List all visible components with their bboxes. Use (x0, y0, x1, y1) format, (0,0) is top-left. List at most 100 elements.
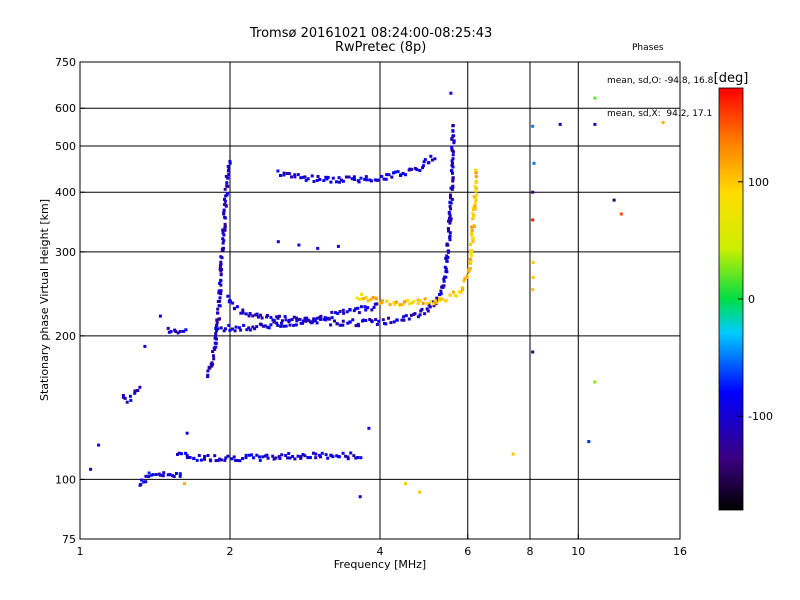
x-tick-label: 6 (464, 545, 471, 558)
data-point (292, 315, 296, 319)
data-point (531, 350, 535, 354)
data-point (301, 319, 305, 323)
data-point (471, 217, 475, 221)
data-point (350, 177, 354, 181)
data-point (447, 229, 450, 233)
data-point (184, 451, 188, 455)
data-point (255, 312, 259, 316)
data-point (399, 303, 402, 307)
data-point (432, 304, 436, 308)
data-point (368, 178, 372, 182)
data-point (473, 204, 477, 208)
data-point (359, 305, 363, 309)
data-point (178, 472, 182, 476)
data-point (315, 178, 319, 182)
data-point (440, 297, 444, 301)
data-point (364, 308, 368, 312)
data-point (348, 320, 352, 324)
data-point (286, 456, 290, 460)
data-point (208, 366, 212, 370)
data-point (448, 221, 452, 225)
data-point (449, 91, 453, 95)
data-point (305, 316, 309, 320)
data-point (215, 321, 219, 325)
data-point (192, 456, 196, 460)
data-point (176, 331, 180, 335)
data-point (471, 239, 475, 243)
data-point (214, 326, 218, 330)
data-point (166, 473, 170, 477)
data-point (442, 279, 446, 283)
data-point (326, 316, 330, 320)
phase-stats-x: mean, sd,X: 94.2, 17.1 (607, 109, 713, 119)
data-point (215, 318, 219, 322)
data-point (434, 301, 438, 305)
data-point (461, 286, 465, 290)
data-point (448, 234, 452, 238)
data-point (307, 318, 311, 322)
data-point (166, 326, 170, 330)
data-point (363, 177, 367, 181)
data-point (448, 214, 452, 217)
data-point (215, 337, 218, 341)
data-point (147, 475, 151, 479)
data-point (221, 241, 225, 245)
data-point (253, 327, 257, 331)
data-point (162, 471, 166, 475)
chart-title: Tromsø 20161021 08:24:00-08:25:43 (250, 26, 493, 41)
data-point (218, 304, 222, 308)
data-point (223, 199, 227, 203)
data-point (169, 330, 173, 334)
data-point (232, 455, 236, 459)
data-point (360, 292, 363, 296)
data-point (471, 212, 475, 215)
data-point (222, 211, 226, 215)
phase-stats: Phases mean, sd,O: -94.8, 16.8 mean, sd,… (607, 21, 713, 142)
data-point (421, 166, 424, 170)
data-point (294, 323, 298, 327)
data-point (326, 456, 330, 460)
data-point (410, 167, 414, 171)
data-point (144, 474, 148, 478)
data-point (288, 456, 292, 460)
y-tick-label: 75 (62, 533, 76, 546)
colorbar-tick-label: 0 (748, 293, 755, 306)
data-point (470, 228, 474, 232)
data-point (381, 299, 384, 303)
data-point (212, 346, 216, 350)
data-point (473, 207, 477, 211)
data-point (451, 162, 454, 165)
data-point (364, 175, 368, 179)
data-point (412, 300, 416, 303)
data-point (472, 195, 476, 199)
x-axis: 1 2 4 6 8 10 16 (77, 534, 687, 558)
data-point (345, 310, 349, 314)
data-point (288, 318, 291, 322)
data-point (392, 300, 396, 304)
data-point (139, 482, 143, 486)
data-point (358, 298, 362, 301)
data-point (195, 458, 199, 462)
data-point (223, 228, 227, 232)
data-point (448, 205, 452, 208)
data-point (218, 457, 222, 461)
data-point (446, 256, 450, 259)
data-point (661, 121, 665, 124)
data-point (356, 456, 360, 459)
data-point (252, 456, 256, 460)
data-point (215, 329, 218, 333)
data-point (140, 478, 144, 482)
data-point (293, 175, 297, 179)
data-point (619, 212, 623, 216)
data-point (230, 457, 234, 461)
data-point (197, 454, 201, 457)
data-point (341, 451, 345, 455)
data-point (401, 302, 405, 306)
data-point (468, 261, 472, 265)
data-point (474, 175, 478, 179)
data-point (304, 319, 308, 323)
data-point (215, 324, 219, 327)
data-point (247, 453, 251, 457)
data-point (380, 301, 383, 305)
data-point (400, 318, 404, 322)
